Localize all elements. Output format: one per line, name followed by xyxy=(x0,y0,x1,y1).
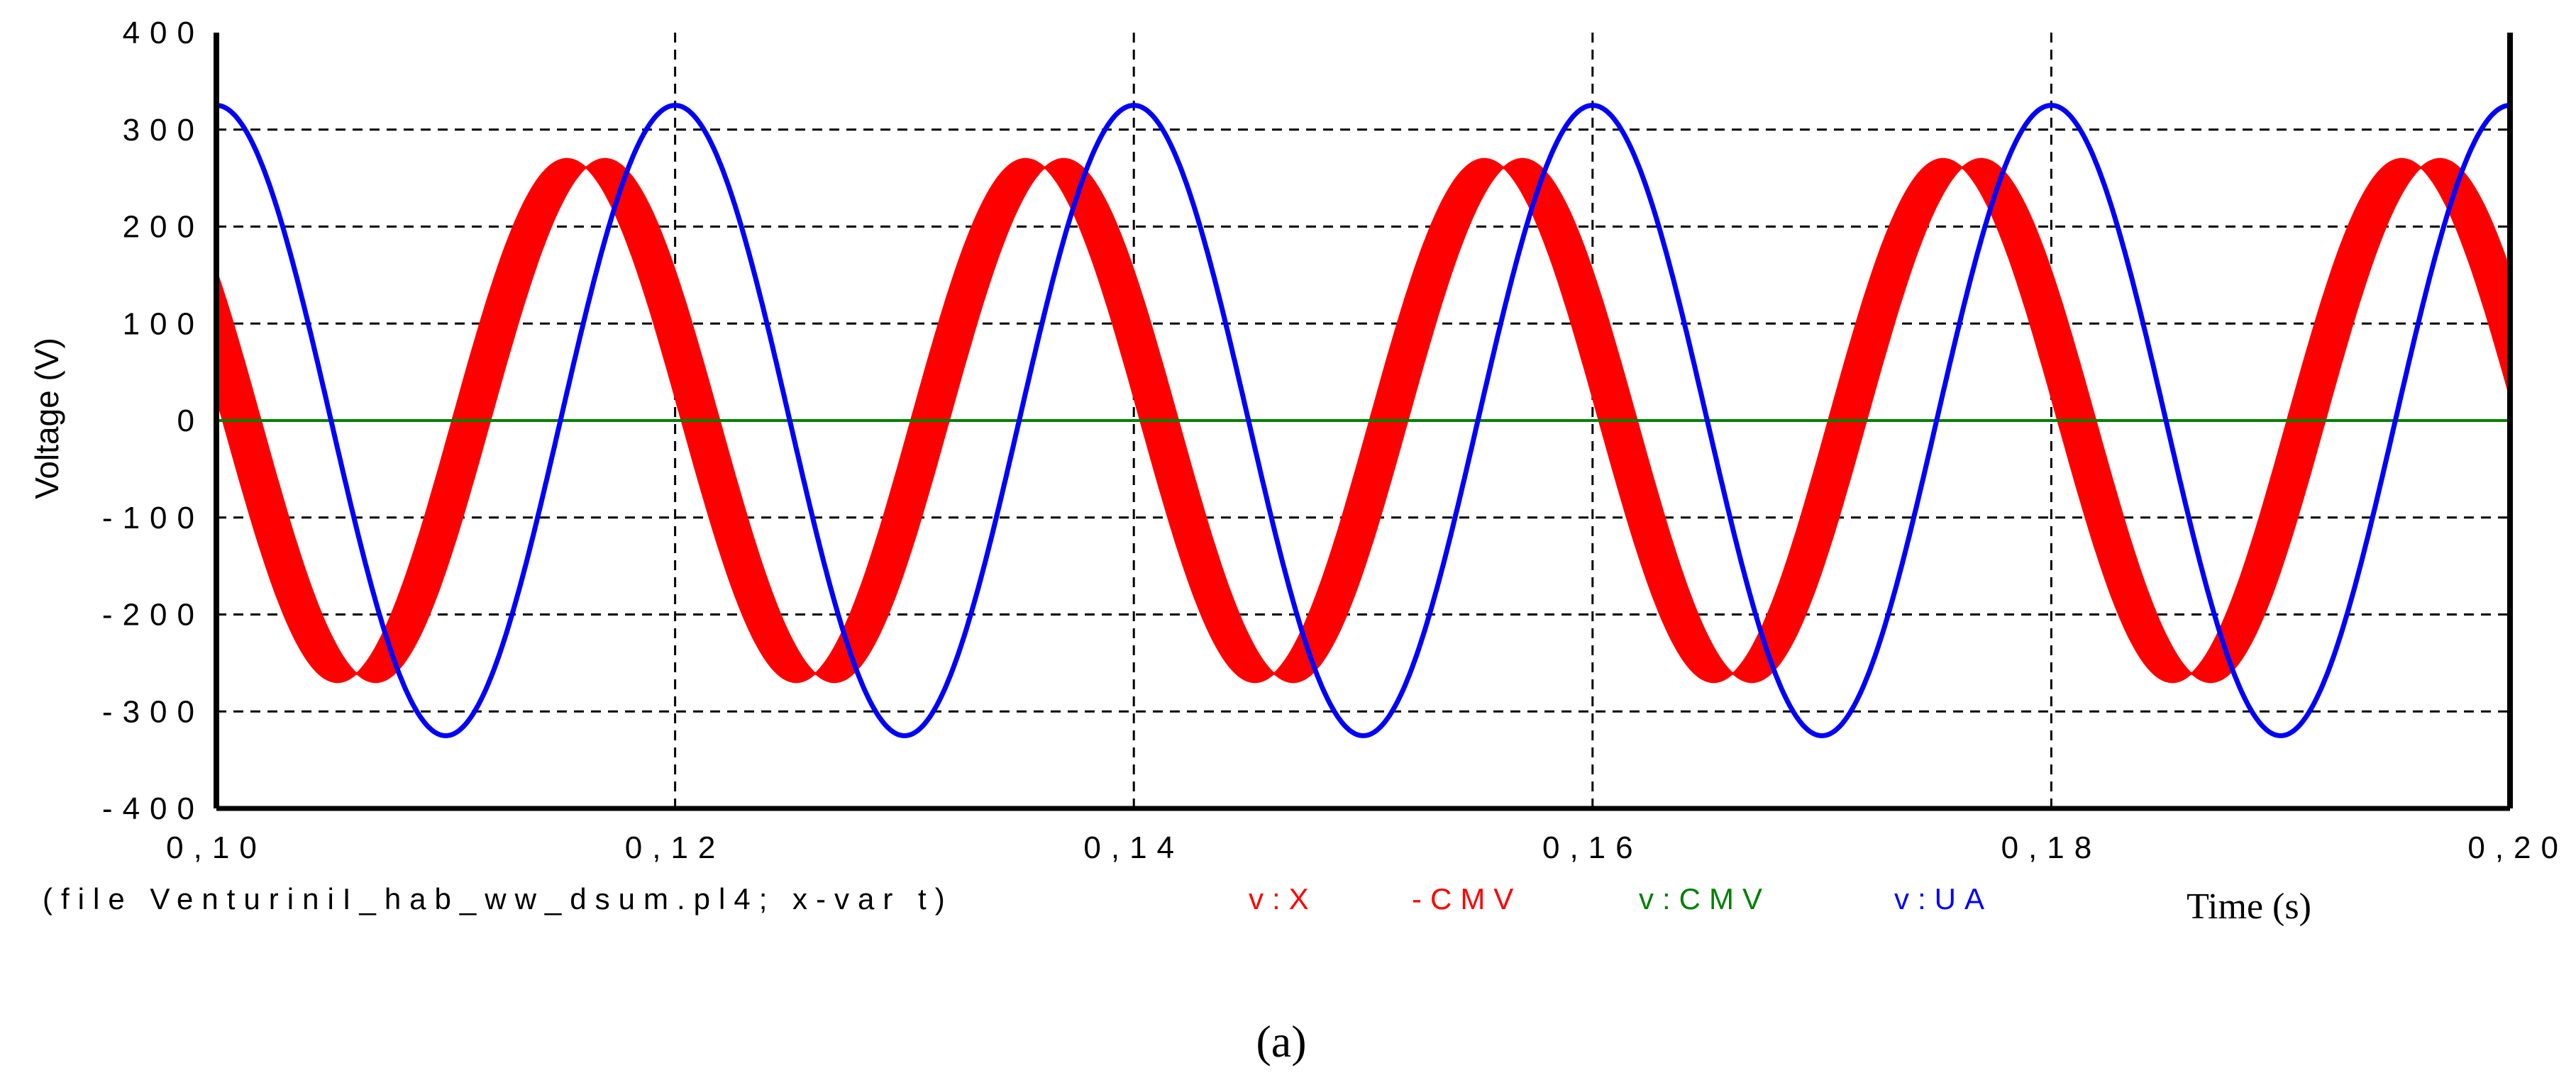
y-tick-label: -400 xyxy=(102,791,204,826)
x-tick-label: 0,20 xyxy=(2467,830,2568,865)
legend-minus-cmv: -CMV xyxy=(1412,882,1522,916)
y-tick-label: 100 xyxy=(123,306,204,341)
figure-caption: (a) xyxy=(1256,1016,1306,1067)
x-tick-label: 0,16 xyxy=(1542,830,1643,865)
y-tick-label: 200 xyxy=(123,210,204,245)
y-axis-label: Voltage (V) xyxy=(28,338,65,499)
y-tick-label: -200 xyxy=(102,598,204,633)
tick-labels: 400 300 200 100 0 -100 -200 -300 -400 0,10 0,12 0,1… xyxy=(102,16,2568,865)
series-line xyxy=(216,103,2510,738)
y-tick-label: 400 xyxy=(123,16,204,50)
x-tick-label: 0,18 xyxy=(2001,830,2102,865)
legend-file: (file VenturiniI_hab_ww_dsum.pl4; x-var … xyxy=(43,882,953,916)
x-tick-label: 0,14 xyxy=(1083,830,1184,865)
y-tick-label: 0 xyxy=(177,404,204,438)
y-tick-label: -100 xyxy=(102,501,204,535)
x-tick-label: 0,12 xyxy=(625,830,726,865)
x-axis-label: Time (s) xyxy=(2187,886,2311,927)
legend-vcmv: v:CMV xyxy=(1639,882,1771,916)
y-tick-label: -300 xyxy=(102,694,204,729)
y-tick-label: 300 xyxy=(123,113,204,148)
x-tick-label: 0,10 xyxy=(166,830,267,865)
series-vua xyxy=(216,103,2510,738)
axes xyxy=(214,33,2513,811)
legend-vx: v:X xyxy=(1249,882,1317,916)
legend-vua: v:UA xyxy=(1894,882,1993,916)
